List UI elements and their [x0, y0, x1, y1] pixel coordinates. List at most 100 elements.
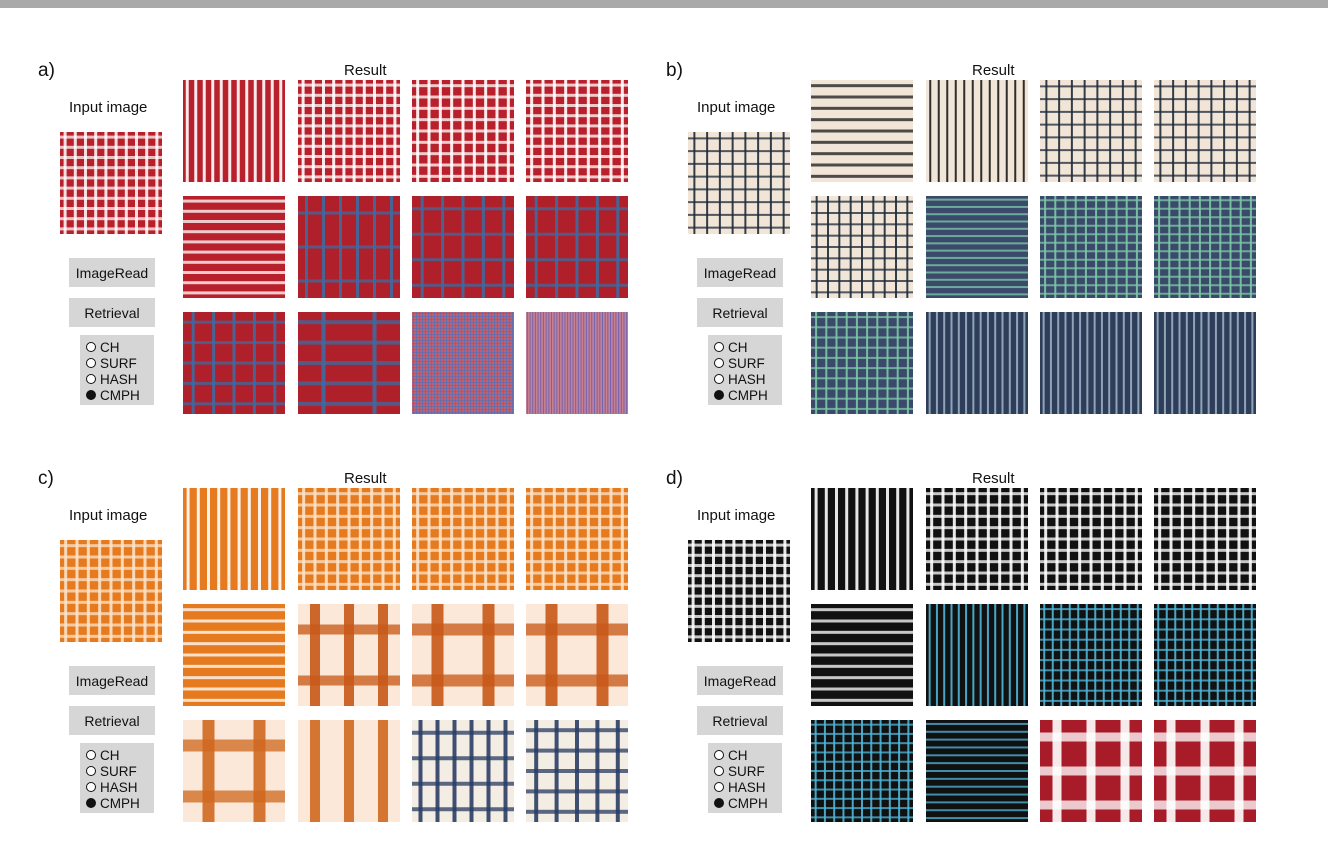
- result-image[interactable]: [926, 312, 1028, 414]
- result-image[interactable]: [1040, 488, 1142, 590]
- radio-unselected-icon[interactable]: [714, 766, 724, 776]
- radio-option-hash[interactable]: HASH: [80, 371, 154, 387]
- radio-option-hash[interactable]: HASH: [708, 779, 782, 795]
- result-image[interactable]: [183, 720, 285, 822]
- radio-selected-icon[interactable]: [714, 390, 724, 400]
- result-image[interactable]: [1040, 196, 1142, 298]
- radio-unselected-icon[interactable]: [86, 782, 96, 792]
- radio-unselected-icon[interactable]: [86, 342, 96, 352]
- result-image[interactable]: [1154, 488, 1256, 590]
- result-image[interactable]: [183, 604, 285, 706]
- retrieval-button[interactable]: Retrieval: [69, 298, 155, 327]
- result-image[interactable]: [926, 80, 1028, 182]
- radio-option-hash[interactable]: HASH: [708, 371, 782, 387]
- result-image[interactable]: [183, 312, 285, 414]
- radio-unselected-icon[interactable]: [86, 766, 96, 776]
- result-image[interactable]: [183, 488, 285, 590]
- radio-unselected-icon[interactable]: [714, 358, 724, 368]
- input-image[interactable]: [688, 132, 790, 234]
- radio-unselected-icon[interactable]: [86, 358, 96, 368]
- radio-option-surf[interactable]: SURF: [80, 763, 154, 779]
- result-image[interactable]: [298, 720, 400, 822]
- result-image[interactable]: [412, 196, 514, 298]
- retrieval-button[interactable]: Retrieval: [697, 706, 783, 735]
- radio-option-surf[interactable]: SURF: [80, 355, 154, 371]
- radio-option-ch[interactable]: CH: [80, 747, 154, 763]
- result-image[interactable]: [811, 312, 913, 414]
- pattern-stripe-vertical: [1239, 196, 1242, 298]
- input-image[interactable]: [688, 540, 790, 642]
- result-image[interactable]: [298, 312, 400, 414]
- radio-unselected-icon[interactable]: [714, 374, 724, 384]
- radio-unselected-icon[interactable]: [86, 374, 96, 384]
- radio-selected-icon[interactable]: [86, 390, 96, 400]
- radio-option-ch[interactable]: CH: [708, 747, 782, 763]
- pattern-stripe-vertical: [1168, 196, 1171, 298]
- imageread-button[interactable]: ImageRead: [697, 258, 783, 287]
- result-image[interactable]: [298, 80, 400, 182]
- radio-option-ch[interactable]: CH: [708, 339, 782, 355]
- result-image[interactable]: [412, 80, 514, 182]
- radio-option-surf[interactable]: SURF: [708, 355, 782, 371]
- result-image[interactable]: [926, 196, 1028, 298]
- result-image[interactable]: [183, 196, 285, 298]
- radio-option-ch[interactable]: CH: [80, 339, 154, 355]
- result-image[interactable]: [811, 196, 913, 298]
- result-image[interactable]: [1040, 80, 1142, 182]
- result-image[interactable]: [1040, 604, 1142, 706]
- radio-option-cmph[interactable]: CMPH: [80, 795, 154, 811]
- retrieval-button[interactable]: Retrieval: [697, 298, 783, 327]
- retrieval-button[interactable]: Retrieval: [69, 706, 155, 735]
- radio-option-cmph[interactable]: CMPH: [80, 387, 154, 403]
- result-image[interactable]: [811, 488, 913, 590]
- result-image[interactable]: [811, 720, 913, 822]
- radio-option-cmph[interactable]: CMPH: [708, 387, 782, 403]
- input-image[interactable]: [60, 132, 162, 234]
- radio-option-surf[interactable]: SURF: [708, 763, 782, 779]
- imageread-button[interactable]: ImageRead: [69, 666, 155, 695]
- pattern-stripe-horizontal: [298, 526, 400, 530]
- result-image[interactable]: [298, 604, 400, 706]
- result-image[interactable]: [1154, 312, 1256, 414]
- result-image[interactable]: [926, 488, 1028, 590]
- result-image[interactable]: [526, 720, 628, 822]
- result-image[interactable]: [298, 196, 400, 298]
- radio-unselected-icon[interactable]: [714, 782, 724, 792]
- radio-unselected-icon[interactable]: [714, 342, 724, 352]
- radio-option-hash[interactable]: HASH: [80, 779, 154, 795]
- result-image[interactable]: [526, 604, 628, 706]
- result-image[interactable]: [412, 488, 514, 590]
- imageread-button[interactable]: ImageRead: [697, 666, 783, 695]
- pattern-stripe-horizontal: [183, 281, 285, 285]
- result-image[interactable]: [526, 196, 628, 298]
- imageread-button[interactable]: ImageRead: [69, 258, 155, 287]
- result-image[interactable]: [1154, 720, 1256, 822]
- radio-label: SURF: [728, 763, 765, 779]
- result-image[interactable]: [526, 312, 628, 414]
- radio-selected-icon[interactable]: [86, 798, 96, 808]
- result-image[interactable]: [1040, 720, 1142, 822]
- result-image[interactable]: [1040, 312, 1142, 414]
- result-image[interactable]: [526, 80, 628, 182]
- result-image[interactable]: [412, 312, 514, 414]
- result-image[interactable]: [811, 604, 913, 706]
- pattern-stripe-vertical: [706, 132, 709, 234]
- result-image[interactable]: [926, 604, 1028, 706]
- result-image[interactable]: [1154, 196, 1256, 298]
- result-image[interactable]: [1154, 80, 1256, 182]
- result-image[interactable]: [1154, 604, 1256, 706]
- result-image[interactable]: [412, 720, 514, 822]
- result-image[interactable]: [412, 604, 514, 706]
- radio-option-cmph[interactable]: CMPH: [708, 795, 782, 811]
- radio-selected-icon[interactable]: [714, 798, 724, 808]
- result-image[interactable]: [526, 488, 628, 590]
- result-image[interactable]: [811, 80, 913, 182]
- result-image[interactable]: [926, 720, 1028, 822]
- result-image[interactable]: [298, 488, 400, 590]
- result-image[interactable]: [183, 80, 285, 182]
- pattern-stripe-horizontal: [412, 756, 514, 761]
- radio-unselected-icon[interactable]: [714, 750, 724, 760]
- radio-unselected-icon[interactable]: [86, 750, 96, 760]
- pattern-stripe-horizontal: [183, 199, 285, 203]
- input-image[interactable]: [60, 540, 162, 642]
